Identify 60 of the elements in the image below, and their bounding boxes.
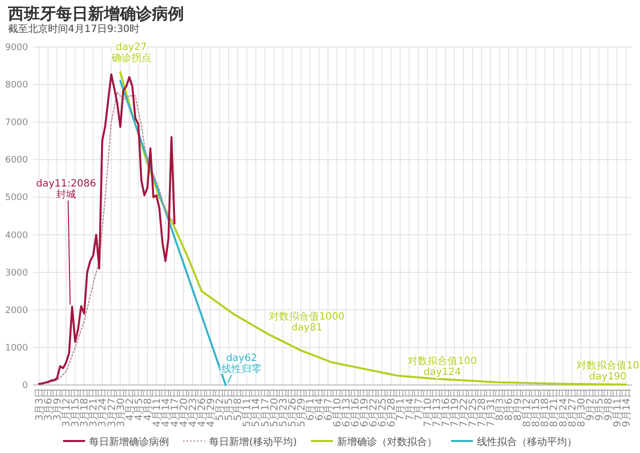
y-tick-label: 4000: [5, 230, 28, 241]
x-tick-label: 3月27日: [106, 388, 118, 428]
y-tick-label: 1000: [5, 343, 28, 354]
y-tick-label: 6000: [5, 156, 28, 166]
x-tick-label: 6月1日: [305, 388, 316, 421]
x-tick-label: 8月30日: [576, 388, 588, 428]
annotation: day11:2086 封城: [36, 178, 96, 201]
x-tick-label: 3月30日: [116, 388, 127, 428]
x-tick-label: 7月4日: [404, 388, 416, 421]
legend-label: 每日新增(移动平均): [209, 436, 297, 448]
x-tick-label: 4月2日: [124, 388, 136, 421]
x-tick-label: 5月14日: [251, 388, 262, 428]
x-tick-label: 8月27日: [567, 388, 578, 428]
x-tick-label: 6月7日: [323, 388, 334, 421]
x-tick-label: 9月8日: [603, 388, 614, 421]
x-tick-label: 4月8日: [142, 388, 154, 421]
annotation: 对数拟合值100 day124: [408, 355, 477, 378]
x-tick-label: 8月21日: [549, 388, 560, 428]
annotation: 对数拟合值10 day190: [576, 360, 640, 383]
annotation: 对数拟合值1000 day81: [269, 310, 345, 334]
x-tick-label: 9月14日: [621, 388, 632, 428]
x-tick-label: 8月24日: [558, 388, 570, 428]
y-tick-label: 7000: [5, 118, 28, 128]
y-tick-label: 9000: [5, 43, 28, 53]
y-tick-label: 8000: [5, 80, 28, 91]
chart-subtitle: 截至北京时间4月17日9:30时: [8, 23, 140, 35]
x-tick-label: 7月10日: [422, 388, 434, 428]
x-tick-label: 9月2日: [585, 388, 596, 421]
x-tick-label: 7月13日: [432, 388, 443, 428]
x-tick-label: 5月17日: [260, 388, 272, 428]
legend-label: 新增确诊（对数拟合）: [336, 436, 437, 448]
y-tick-label: 2000: [5, 306, 28, 316]
annotation: day27 确诊拐点: [110, 42, 152, 64]
y-tick-label: 0: [22, 381, 28, 391]
x-tick-label: 7月7日: [414, 388, 425, 421]
x-tick-label: 9月11日: [612, 388, 624, 428]
chart-title: 西班牙每日新增确诊病例: [7, 4, 184, 23]
x-tick-label: 7月25日: [468, 388, 479, 428]
x-tick-label: 7月16日: [440, 388, 452, 428]
x-tick-label: 6月4日: [314, 388, 326, 421]
x-tick-label: 5月26日: [287, 388, 298, 428]
x-tick-label: 7月1日: [396, 388, 407, 421]
legend-label: 线性拟合（移动平均）: [476, 436, 577, 448]
x-tick-label: 4月14日: [160, 388, 172, 428]
x-tick-label: 3月24日: [98, 388, 109, 428]
x-tick-label: 5月23日: [278, 388, 290, 428]
legend-label: 每日新增确诊病例: [89, 436, 170, 448]
x-tick-label: 5月29日: [296, 388, 308, 428]
x-tick-label: 7月19日: [450, 388, 461, 428]
y-tick-label: 5000: [5, 193, 28, 204]
x-tick-label: 4月5日: [134, 388, 145, 421]
x-tick-label: 4月11日: [152, 388, 163, 428]
y-tick-label: 3000: [5, 268, 28, 278]
annotation: day62 线性归零: [222, 353, 262, 375]
x-tick-label: 4月17日: [170, 388, 181, 428]
x-tick-label: 7月28日: [476, 388, 488, 428]
x-tick-label: 7月22日: [458, 388, 470, 428]
line-series: [119, 71, 627, 386]
x-tick-label: 9月5日: [594, 388, 606, 421]
x-tick-label: 5月20日: [269, 388, 280, 428]
